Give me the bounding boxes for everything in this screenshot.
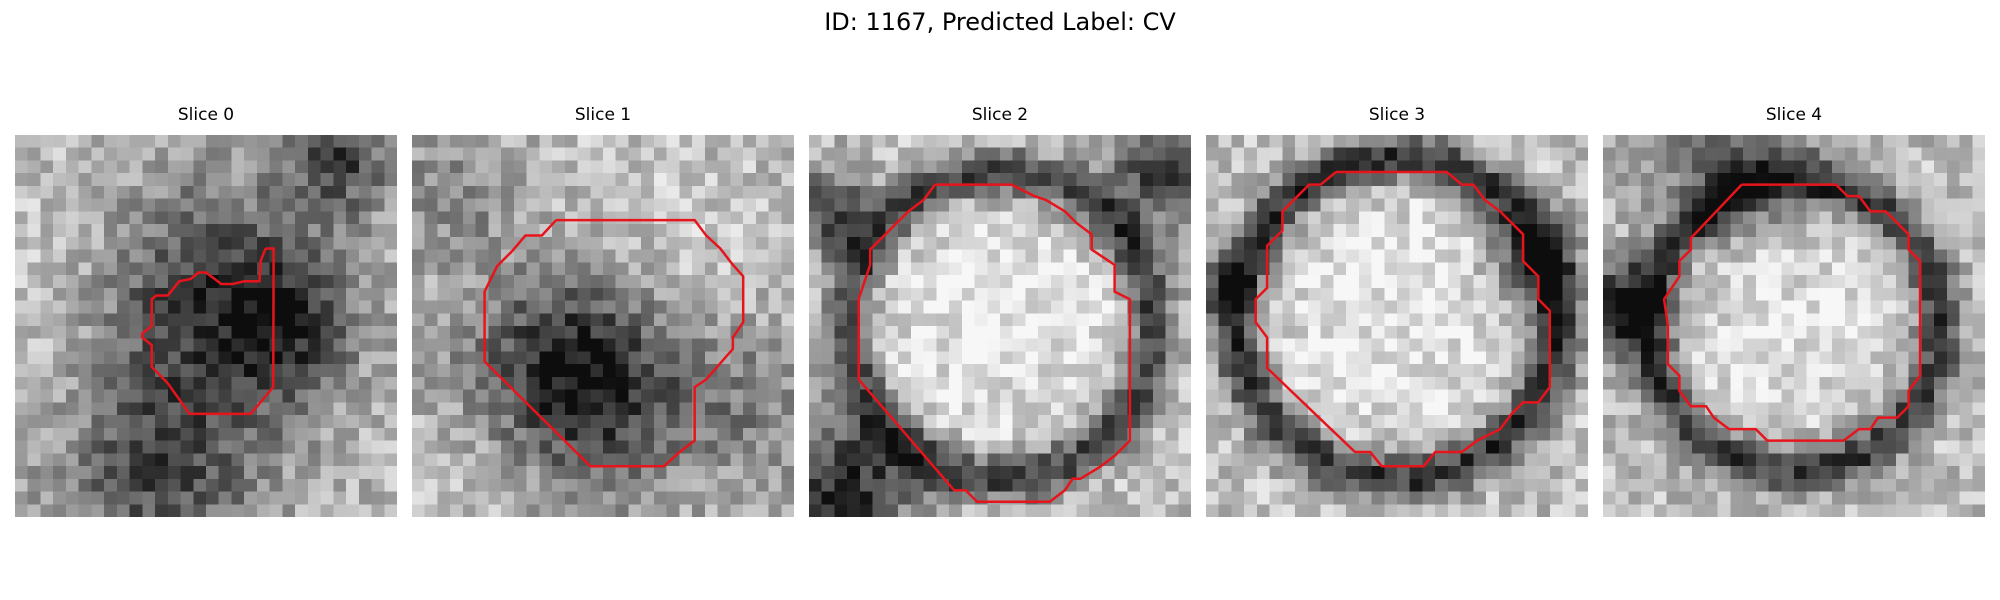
slice-image-2 <box>809 135 1191 517</box>
slice-contour-overlay-2 <box>809 135 1191 517</box>
segmentation-contour-4 <box>1664 185 1920 441</box>
slice-title-2: Slice 2 <box>971 105 1029 125</box>
slice-image-1 <box>412 135 794 517</box>
segmentation-contour-3 <box>1256 172 1550 466</box>
slice-title-0: Slice 0 <box>177 105 235 125</box>
slice-contour-overlay-0 <box>15 135 397 517</box>
figure-title: ID: 1167, Predicted Label: CV <box>824 8 1176 36</box>
segmentation-contour-0 <box>142 248 273 413</box>
segmentation-contour-1 <box>485 220 744 466</box>
slice-image-3 <box>1206 135 1588 517</box>
segmentation-contour-2 <box>859 185 1130 502</box>
slice-title-4: Slice 4 <box>1765 105 1823 125</box>
slice-image-4 <box>1603 135 1985 517</box>
slice-title-3: Slice 3 <box>1368 105 1426 125</box>
slice-image-0 <box>15 135 397 517</box>
slice-contour-overlay-4 <box>1603 135 1985 517</box>
slice-contour-overlay-1 <box>412 135 794 517</box>
slice-contour-overlay-3 <box>1206 135 1588 517</box>
slice-title-1: Slice 1 <box>574 105 632 125</box>
